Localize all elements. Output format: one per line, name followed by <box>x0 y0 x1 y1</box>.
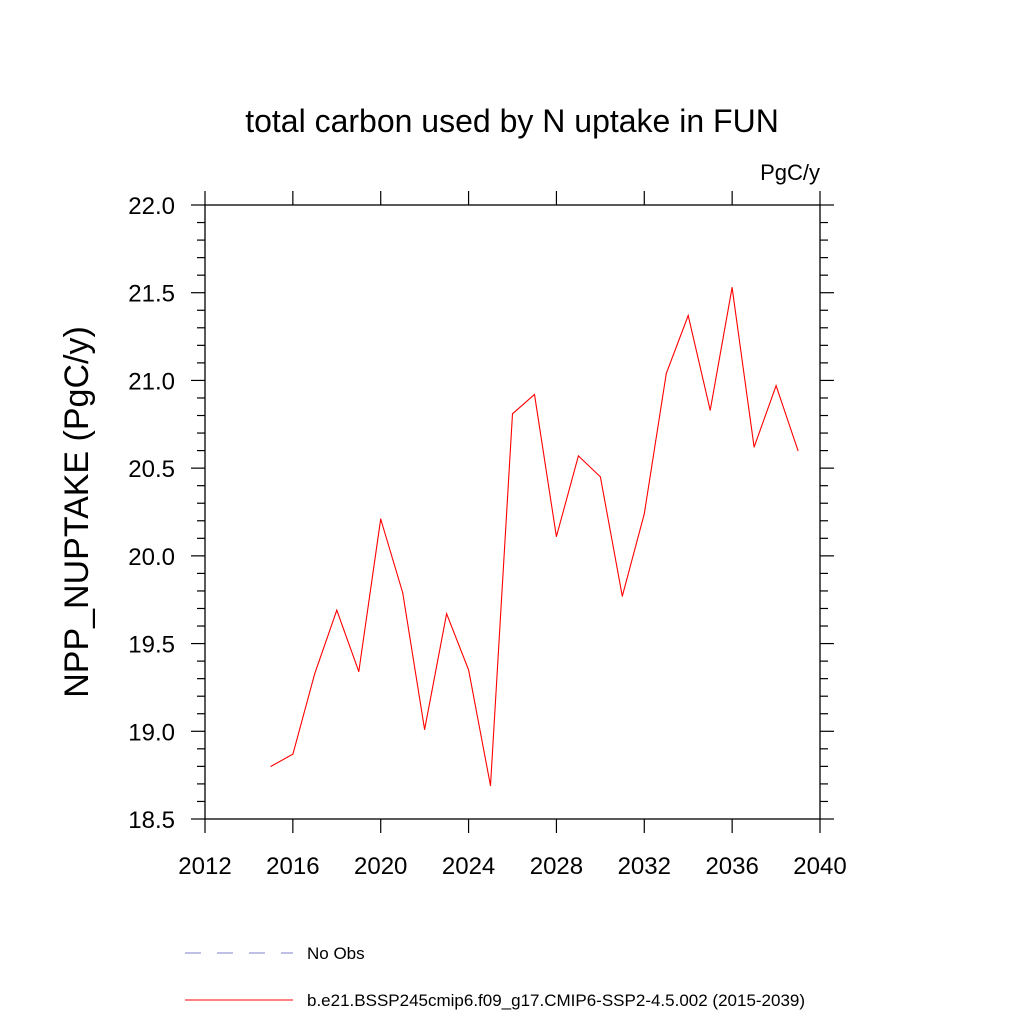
data-point <box>555 536 557 538</box>
y-tick-label: 19.5 <box>128 632 175 659</box>
y-tick-label: 22.0 <box>128 193 175 220</box>
data-point <box>490 785 492 787</box>
plot-frame <box>204 204 821 820</box>
data-point <box>314 672 316 674</box>
data-point <box>424 729 426 731</box>
x-tick-label: 2032 <box>618 853 671 880</box>
data-point <box>709 409 711 411</box>
x-tick-label: 2028 <box>530 853 583 880</box>
data-point <box>402 592 404 594</box>
data-point <box>380 518 382 520</box>
data-point <box>643 513 645 515</box>
x-tick-label: 2012 <box>178 853 231 880</box>
data-point <box>336 609 338 611</box>
y-tick-label: 21.5 <box>128 281 175 308</box>
data-point <box>270 765 272 767</box>
x-tick-label: 2016 <box>266 853 319 880</box>
data-point <box>577 455 579 457</box>
data-point <box>468 669 470 671</box>
y-tick-label: 21.0 <box>128 368 175 395</box>
data-point <box>775 385 777 387</box>
data-point <box>665 372 667 374</box>
legend: No Obs b.e21.BSSP245cmip6.f09_g17.CMIP6-S… <box>185 944 805 1010</box>
series-lines <box>270 286 799 787</box>
data-point <box>621 595 623 597</box>
data-point <box>292 753 294 755</box>
data-point <box>533 393 535 395</box>
x-tick-label: 2020 <box>354 853 407 880</box>
data-point <box>358 671 360 673</box>
data-point <box>731 286 733 288</box>
data-point <box>446 613 448 615</box>
x-tick-label: 2024 <box>442 853 495 880</box>
data-point <box>753 446 755 448</box>
y-tick-label: 19.0 <box>128 719 175 746</box>
y-axis-label: NPP_NUPTAKE (PgC/y) <box>58 326 96 698</box>
data-point <box>512 413 513 415</box>
axis-ticks: 2012 2016 2020 2024 2028 2032 2036 2040 18.5 19.0… <box>128 191 847 880</box>
series-line <box>270 287 799 786</box>
chart-title: total carbon used by N uptake in FUN <box>245 103 779 139</box>
legend-label: b.e21.BSSP245cmip6.f09_g17.CMIP6-SSP2-4.… <box>307 991 805 1010</box>
x-tick-label: 2036 <box>705 853 758 880</box>
y-tick-label: 20.5 <box>128 456 175 483</box>
y-tick-label: 18.5 <box>128 807 175 834</box>
y-tick-label: 20.0 <box>128 544 175 571</box>
plot-border <box>204 204 821 820</box>
legend-label: No Obs <box>307 944 365 963</box>
data-point <box>797 450 799 452</box>
x-tick-label: 2040 <box>793 853 846 880</box>
units-label: PgC/y <box>760 160 820 185</box>
data-point <box>599 476 601 478</box>
data-point <box>687 315 689 317</box>
